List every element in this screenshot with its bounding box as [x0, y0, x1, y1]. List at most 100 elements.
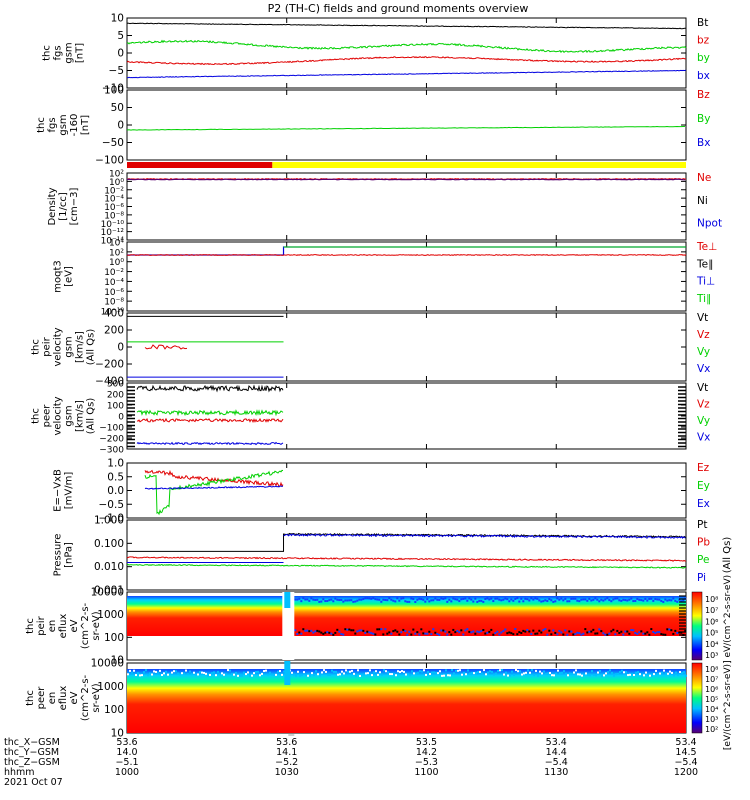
peir-noise: [606, 597, 609, 600]
peir-noise: [316, 629, 319, 632]
peir-noise: [418, 633, 421, 636]
peir-noise: [650, 628, 653, 631]
peer-noise: [271, 673, 273, 676]
peir-noise: [672, 632, 675, 635]
peir-noise: [392, 630, 395, 633]
peir-noise: [670, 599, 673, 602]
peir-noise: [544, 628, 547, 631]
ylabel-line: velocity: [53, 396, 64, 435]
peer-noise: [483, 669, 485, 672]
peir-noise: [464, 597, 467, 600]
peer-noise: [443, 674, 445, 677]
ytick-label-peir_velocity: −400: [95, 376, 124, 388]
peir-noise: [326, 599, 329, 602]
peer-noise: [401, 670, 403, 673]
peir-noise: [412, 628, 415, 631]
peir-noise: [302, 628, 305, 631]
ytick-label-pressure: 0.100: [94, 538, 124, 550]
peir-noise: [514, 597, 517, 600]
peir-noise: [396, 630, 399, 633]
plot-title: P2 (TH-C) fields and ground moments over…: [268, 2, 529, 15]
peir-noise: [482, 600, 485, 603]
ytick-label-efield: 1.0: [107, 458, 124, 470]
peir-noise: [444, 597, 447, 600]
peer-noise: [191, 673, 193, 676]
ytick-label-peir_spec: 100: [104, 632, 124, 644]
peer-noise: [379, 671, 381, 674]
peir-noise: [444, 630, 447, 633]
peir-noise: [460, 629, 463, 632]
peir-noise: [334, 597, 337, 600]
peir-noise: [454, 631, 457, 634]
peir-noise: [530, 597, 533, 600]
peir-noise: [456, 629, 459, 632]
peer-noise: [513, 673, 515, 676]
peer-noise: [269, 671, 271, 674]
peir-noise: [488, 598, 491, 601]
peer-noise: [585, 672, 587, 675]
peir-noise: [582, 632, 585, 635]
peir-noise: [496, 630, 499, 633]
peer-noise: [631, 673, 633, 676]
peer-noise: [255, 670, 257, 673]
peer-noise: [457, 669, 459, 672]
peer-noise: [611, 671, 613, 674]
peer-noise: [333, 670, 335, 673]
peir-noise: [680, 600, 683, 603]
peer-noise: [291, 671, 293, 674]
peer-noise: [411, 670, 413, 673]
peer-noise: [143, 671, 145, 674]
peir-noise: [472, 600, 475, 603]
peer-noise: [431, 671, 433, 674]
peir-noise: [644, 632, 647, 635]
peer-noise: [645, 671, 647, 674]
peir-noise: [320, 600, 323, 603]
peer-noise: [627, 674, 629, 677]
peir-noise: [536, 597, 539, 600]
peer-noise: [325, 670, 327, 673]
peer-noise: [459, 669, 461, 672]
ytick-label-fgs: 10: [111, 13, 124, 25]
peir-burst: [284, 592, 291, 608]
peir-noise: [648, 633, 651, 636]
peir-noise: [328, 631, 331, 634]
peer-noise: [413, 672, 415, 675]
peer-noise: [551, 674, 553, 677]
legend-fgs_hires-Bz: Bz: [697, 89, 710, 101]
ylabel-line: [eV]: [64, 266, 75, 287]
peir-noise: [368, 631, 371, 634]
ylabel-line: thc: [31, 408, 42, 424]
peir-noise: [346, 599, 349, 602]
peir-noise: [642, 632, 645, 635]
peer-noise: [649, 674, 651, 677]
peir-noise: [338, 599, 341, 602]
panel-frame-peir_velocity: [126, 312, 687, 382]
ylabel-line: eflux: [58, 686, 69, 711]
peer-noise: [403, 670, 405, 673]
legend-density-Npot: Npot: [697, 218, 722, 230]
peir-noise: [370, 597, 373, 600]
peir-noise: [318, 600, 321, 603]
ytick-label-peer_velocity: 200: [107, 391, 124, 401]
peir-noise: [622, 633, 625, 636]
peir-noise: [352, 629, 355, 632]
peir-noise: [482, 629, 485, 632]
peir-noise: [466, 628, 469, 631]
ylabel-peer_spec: thcpeerenefluxeV(cm^2-s-sr-eV): [25, 674, 102, 721]
peer-noise: [571, 672, 573, 675]
peir-noise: [354, 600, 357, 603]
peir-noise: [356, 599, 359, 602]
peir-noise: [528, 630, 531, 633]
colorbar-label: [eV/(cm^2-s-sr-eV)] eV/(cm^2-s-sr-eV): [723, 575, 733, 750]
xaxis-tick-value: −5.4: [674, 757, 697, 768]
peir-noise: [558, 629, 561, 632]
peir-noise: [380, 628, 383, 631]
ylabel-temperature: moqt3[eV]: [53, 260, 75, 293]
peer-noise: [433, 671, 435, 674]
peir-noise: [308, 599, 311, 602]
peir-noise: [434, 597, 437, 600]
peer-noise: [573, 671, 575, 674]
peir-noise: [582, 598, 585, 601]
peir-noise: [484, 598, 487, 601]
peer-noise: [469, 672, 471, 675]
